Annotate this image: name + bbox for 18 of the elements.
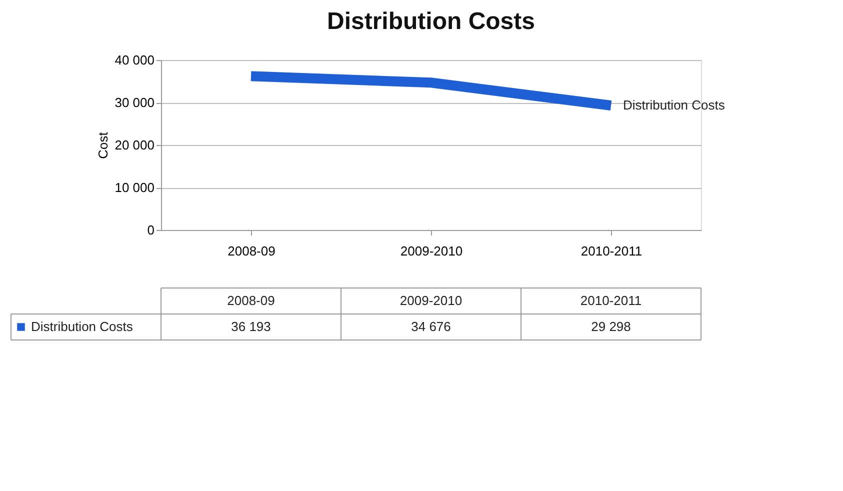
x-tick-label: 2009-2010 xyxy=(400,244,463,258)
chart-title: Distribution Costs xyxy=(327,8,535,35)
y-tick-label: 0 xyxy=(147,222,154,238)
y-tick-label: 30 000 xyxy=(114,95,154,110)
x-tick-label: 2010-2011 xyxy=(580,244,642,258)
data-label: 29 298 xyxy=(591,319,631,334)
y-tick-label: 10 000 xyxy=(114,180,154,195)
y-axis-title: Cost xyxy=(96,132,111,159)
y-tick-label: 40 000 xyxy=(114,52,154,68)
category-label: 2010-2011 xyxy=(580,293,642,308)
data-label: 36 193 xyxy=(231,319,271,334)
category-label: 2008-09 xyxy=(227,293,275,308)
y-tick-label: 20 000 xyxy=(114,138,154,152)
text: Distribution Costs xyxy=(623,97,725,112)
data-label: 34 676 xyxy=(411,319,451,334)
x-tick-label: 2008-09 xyxy=(228,244,276,258)
category-label: 2009-2010 xyxy=(400,293,462,308)
legend-label: Distribution Costs xyxy=(31,319,134,334)
